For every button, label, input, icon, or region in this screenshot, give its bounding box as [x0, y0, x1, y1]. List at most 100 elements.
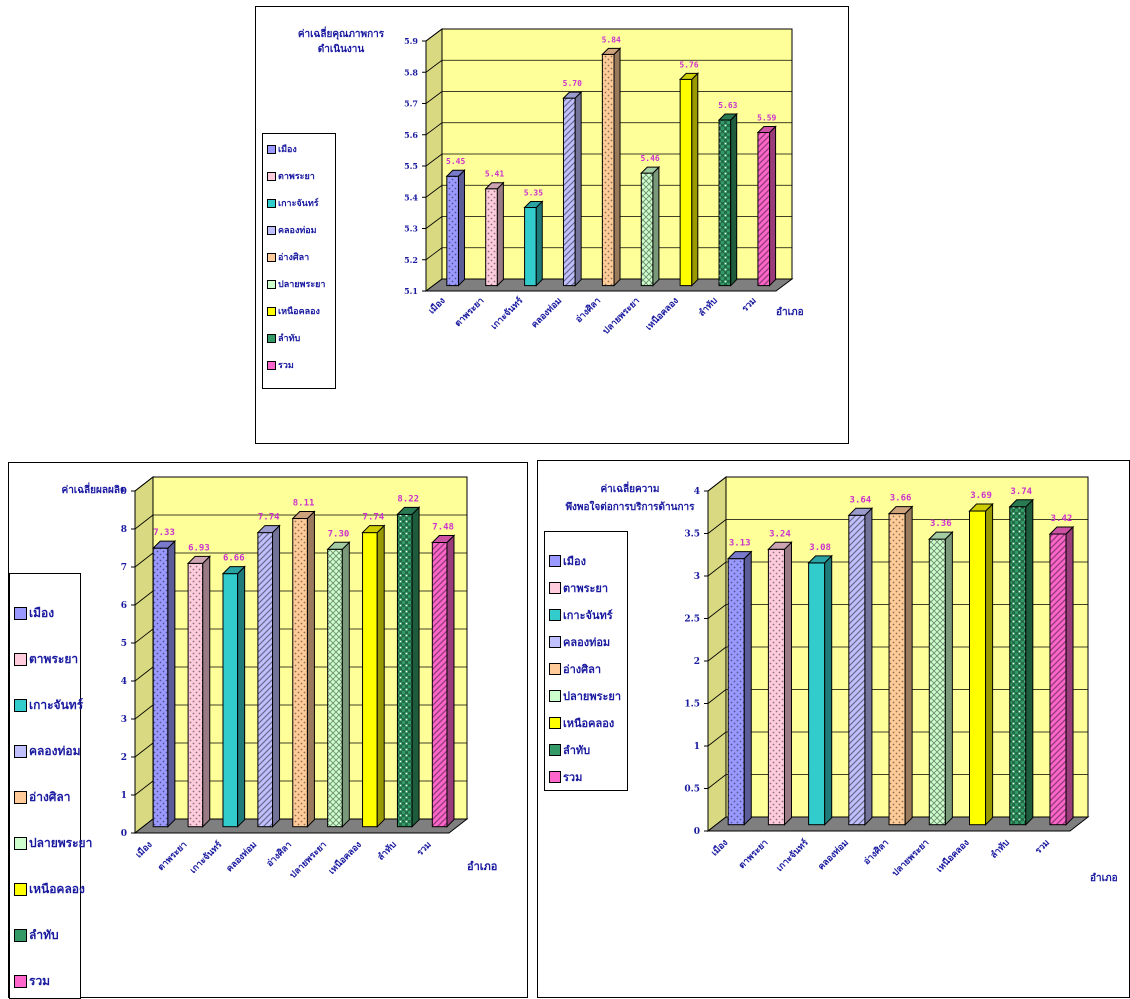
chart-bottom-right-xtitle: อำเภอ	[1090, 873, 1118, 884]
y-tick-label: 2.5	[684, 615, 700, 625]
legend-label: เหนือคลอง	[29, 882, 85, 896]
bar	[562, 90, 583, 287]
legend-swatch	[14, 699, 27, 712]
y-tick-label: 5.2	[404, 255, 418, 265]
legend-swatch	[14, 837, 27, 850]
bar	[186, 555, 211, 828]
bar	[928, 530, 954, 826]
value-label: 5.41	[485, 170, 504, 179]
legend-swatch	[549, 771, 561, 783]
category-label: อ่างศิลา	[573, 295, 603, 325]
legend-label: ลำทับ	[29, 928, 59, 942]
bar	[968, 502, 994, 826]
y-tick-label: 4	[121, 677, 127, 687]
value-label: 3.08	[809, 543, 831, 553]
legend-swatch	[267, 198, 276, 208]
legend-swatch	[549, 663, 561, 675]
legend-label: ลำทับ	[278, 334, 301, 344]
legend-label: ตาพระยา	[278, 172, 315, 182]
value-label: 3.66	[890, 494, 912, 504]
category-label: ปลายพระยา	[890, 837, 931, 878]
legend-label: ปลายพระยา	[29, 836, 93, 850]
category-label: อ่างศิลา	[861, 837, 891, 867]
chart-top-legend: เมืองตาพระยาเกาะจันทร์คลองท่อมอ่างศิลาปล…	[262, 133, 336, 389]
bar	[256, 524, 281, 828]
legend-item: รวม	[549, 768, 582, 786]
bar	[678, 72, 700, 287]
category-label: ลำทับ	[696, 295, 720, 319]
value-label: 7.74	[258, 513, 280, 523]
legend-item: เมือง	[267, 142, 297, 156]
value-label: 5.70	[563, 79, 582, 88]
category-label: ลำทับ	[988, 837, 1012, 861]
legend-label: อ่างศิลา	[563, 663, 602, 676]
chart-bottom-right: 0 0.5 1 1.5 2 2.5 3 3.5 4 3.13 เมือง 3.24 ตาพระยา 3.0…	[537, 460, 1130, 998]
legend-item: ลำทับ	[549, 741, 590, 759]
value-label: 7.48	[432, 522, 454, 532]
value-label: 5.59	[757, 113, 776, 122]
bar	[326, 541, 351, 828]
category-label: ตาพระยา	[453, 296, 486, 329]
legend-label: ตาพระยา	[29, 652, 79, 666]
legend-swatch	[549, 744, 561, 756]
category-label: ปลายพระยา	[601, 295, 642, 336]
y-tick-label: 5.5	[404, 161, 418, 171]
legend-item: เกาะจันทร์	[549, 606, 613, 624]
chart-bottom-right-ytitle-line1: ค่าเฉลี่ยความ	[600, 484, 660, 495]
legend-item: อ่างศิลา	[267, 250, 309, 264]
value-label: 5.35	[524, 188, 543, 197]
legend-swatch	[267, 306, 276, 316]
bar	[717, 112, 738, 287]
chart-top-svg: 5.1 5.2 5.3 5.4 5.5 5.6 5.7 5.8 5.9 5.45 เมือง 5.41…	[404, 28, 794, 337]
legend-swatch	[267, 252, 276, 262]
chart-bottom-left-xtitle: อำเภอ	[467, 860, 498, 873]
legend-label: คลองท่อม	[29, 744, 81, 758]
legend-item: ปลายพระยา	[549, 687, 621, 705]
legend-item: รวม	[267, 358, 294, 372]
legend-item: คลองท่อม	[267, 223, 317, 237]
value-label: 5.45	[446, 157, 465, 166]
bar	[152, 539, 177, 828]
legend-item: เหนือคลอง	[549, 714, 614, 732]
bar	[523, 200, 544, 287]
value-label: 5.76	[679, 60, 698, 69]
legend-swatch	[267, 279, 276, 289]
chart-bottom-left-svg: 0 1 2 3 4 5 6 7 8 9 7.33 เมือง 6.93 ตาพระยา 6.66 เกาะจั…	[121, 475, 469, 881]
chart-top-xtitle: อำเภอ	[776, 307, 804, 318]
legend-item: อ่างศิลา	[549, 660, 601, 678]
category-label: เมือง	[133, 839, 155, 861]
category-label: เหนือคลอง	[326, 839, 364, 877]
y-tick-label: 3	[121, 715, 127, 725]
value-label: 5.46	[640, 154, 659, 163]
chart-bottom-right-ytitle-line2: พึงพอใจต่อการบริการด้านการ	[565, 502, 695, 513]
y-tick-label: 1	[694, 742, 700, 752]
legend-item: ปลายพระยา	[267, 277, 325, 291]
y-tick-label: 3.5	[684, 530, 700, 540]
legend-item: เมือง	[549, 552, 586, 570]
legend-swatch	[267, 171, 276, 181]
category-label: ปลายพระยา	[288, 839, 329, 880]
legend-item: ตาพระยา	[14, 650, 78, 669]
legend-label: เกาะจันทร์	[278, 199, 319, 209]
value-label: 5.84	[602, 35, 621, 44]
value-label: 7.74	[363, 513, 385, 523]
chart-bottom-right-ytitle: ค่าเฉลี่ยความ พึงพอใจต่อการบริการด้านการ	[560, 481, 700, 517]
value-label: 3.36	[930, 519, 952, 529]
legend-swatch	[549, 636, 561, 648]
legend-item: เหนือคลอง	[14, 880, 85, 899]
value-label: 3.64	[850, 495, 872, 505]
chart-bottom-right-svg: 0 0.5 1 1.5 2 2.5 3 3.5 4 3.13 เมือง 3.24 ตาพระยา 3.0…	[684, 475, 1090, 879]
y-tick-label: 2	[121, 753, 127, 763]
value-label: 6.66	[223, 554, 245, 564]
category-label: เกาะจันทร์	[773, 837, 810, 874]
category-label: เหนือคลอง	[643, 295, 681, 333]
value-label: 7.30	[328, 529, 350, 539]
bar	[221, 565, 246, 828]
legend-swatch	[14, 653, 27, 666]
legend-swatch	[549, 690, 561, 702]
category-label: ลำทับ	[375, 839, 399, 863]
value-label: 3.13	[729, 539, 751, 549]
chart-bottom-left: 0 1 2 3 4 5 6 7 8 9 7.33 เมือง 6.93 ตาพระยา 6.66 เกาะจั…	[8, 462, 528, 999]
category-label: คลองท่อม	[816, 837, 851, 872]
bar	[601, 47, 622, 287]
